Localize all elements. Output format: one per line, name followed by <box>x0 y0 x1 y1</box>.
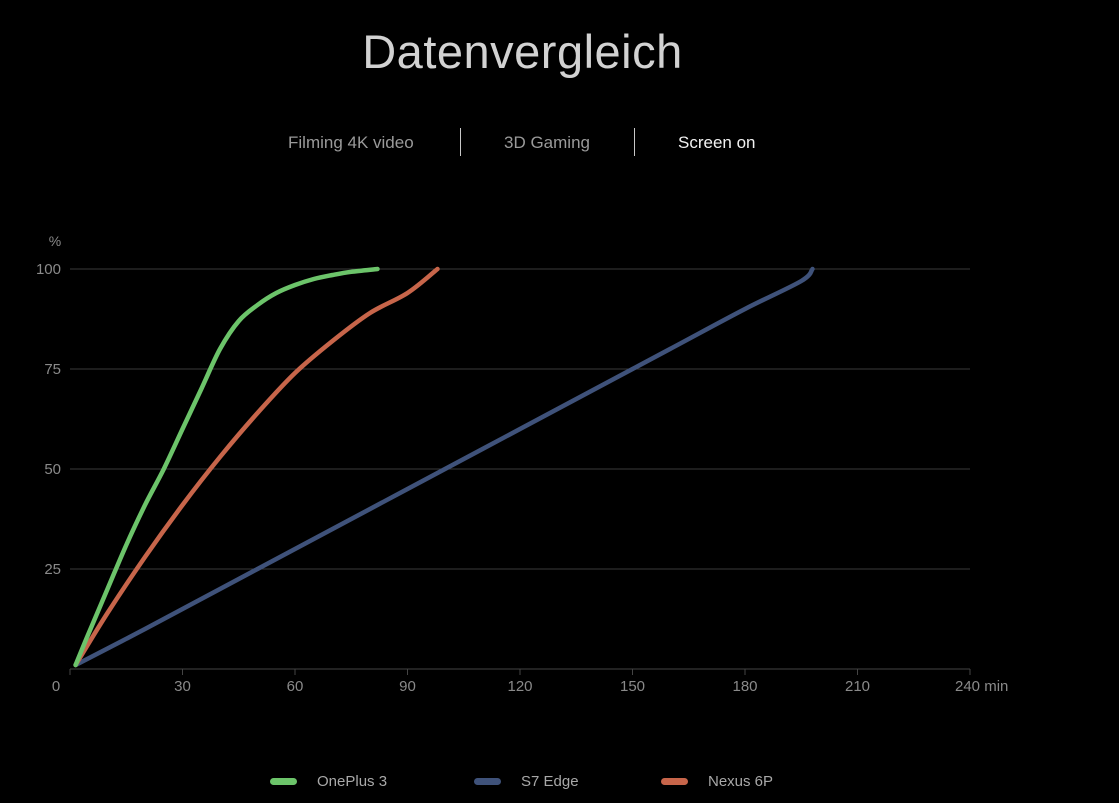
series-line-oneplus-3 <box>73 266 380 668</box>
legend-swatch <box>661 778 688 785</box>
tab-screen-on[interactable]: Screen on <box>678 133 756 152</box>
tab-divider <box>460 128 461 156</box>
tab-filming-4k-video[interactable]: Filming 4K video <box>288 133 414 152</box>
x-tick-label: 0 <box>52 678 60 695</box>
y-tick-label: 100 <box>36 261 61 278</box>
chart-title: Datenvergleich <box>362 25 683 78</box>
y-tick-label: 75 <box>44 361 61 378</box>
chart-legend: OnePlus 3 S7 Edge Nexus 6P <box>0 770 1119 796</box>
x-tick-label: 240 min <box>955 678 1008 695</box>
y-axis-label: % <box>49 233 61 249</box>
x-tick-label: 180 <box>732 678 757 695</box>
legend-swatch <box>474 778 501 785</box>
tab-divider <box>634 128 635 156</box>
x-tick-label: 210 <box>845 678 870 695</box>
y-tick-label: 50 <box>44 461 61 478</box>
x-tick-label: 120 <box>507 678 532 695</box>
legend-label: Nexus 6P <box>708 773 774 790</box>
series-line-s7-edge <box>73 266 815 668</box>
y-tick-label: 25 <box>44 561 61 578</box>
x-tick-label: 30 <box>174 678 191 695</box>
legend-swatch <box>270 778 297 785</box>
legend-label: S7 Edge <box>521 773 579 790</box>
x-tick-label: 60 <box>287 678 304 695</box>
dataset-tabs: Filming 4K video 3D Gaming Screen on <box>0 128 1119 158</box>
x-tick-label: 90 <box>399 678 416 695</box>
tab-3d-gaming[interactable]: 3D Gaming <box>504 133 590 152</box>
x-tick-label: 150 <box>620 678 645 695</box>
series-line-nexus-6p <box>73 266 440 668</box>
legend-label: OnePlus 3 <box>317 773 388 790</box>
